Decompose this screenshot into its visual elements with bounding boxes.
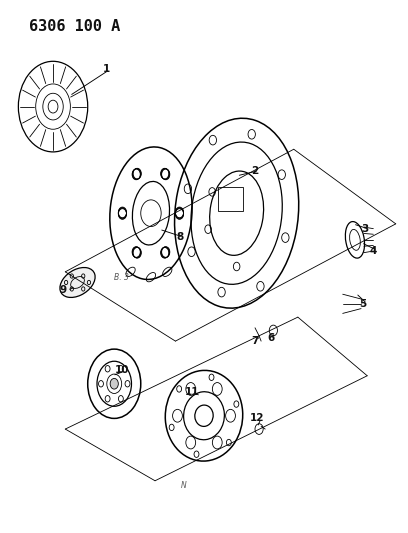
Text: 1: 1 xyxy=(102,64,110,74)
Text: 7: 7 xyxy=(251,336,259,346)
Text: 3: 3 xyxy=(361,224,369,234)
Text: 8: 8 xyxy=(176,232,183,242)
Text: B. 3: B. 3 xyxy=(114,273,129,282)
Text: N: N xyxy=(181,481,186,490)
Text: 2: 2 xyxy=(251,166,259,175)
Text: 5: 5 xyxy=(359,299,367,309)
Text: 6306 100 A: 6306 100 A xyxy=(29,19,120,34)
Text: 4: 4 xyxy=(370,246,377,255)
Text: 6: 6 xyxy=(268,334,275,343)
Ellipse shape xyxy=(60,268,95,297)
Text: 12: 12 xyxy=(250,414,264,423)
Circle shape xyxy=(110,378,118,389)
Text: 10: 10 xyxy=(115,366,130,375)
Text: 9: 9 xyxy=(60,286,67,295)
Text: 11: 11 xyxy=(184,387,199,397)
